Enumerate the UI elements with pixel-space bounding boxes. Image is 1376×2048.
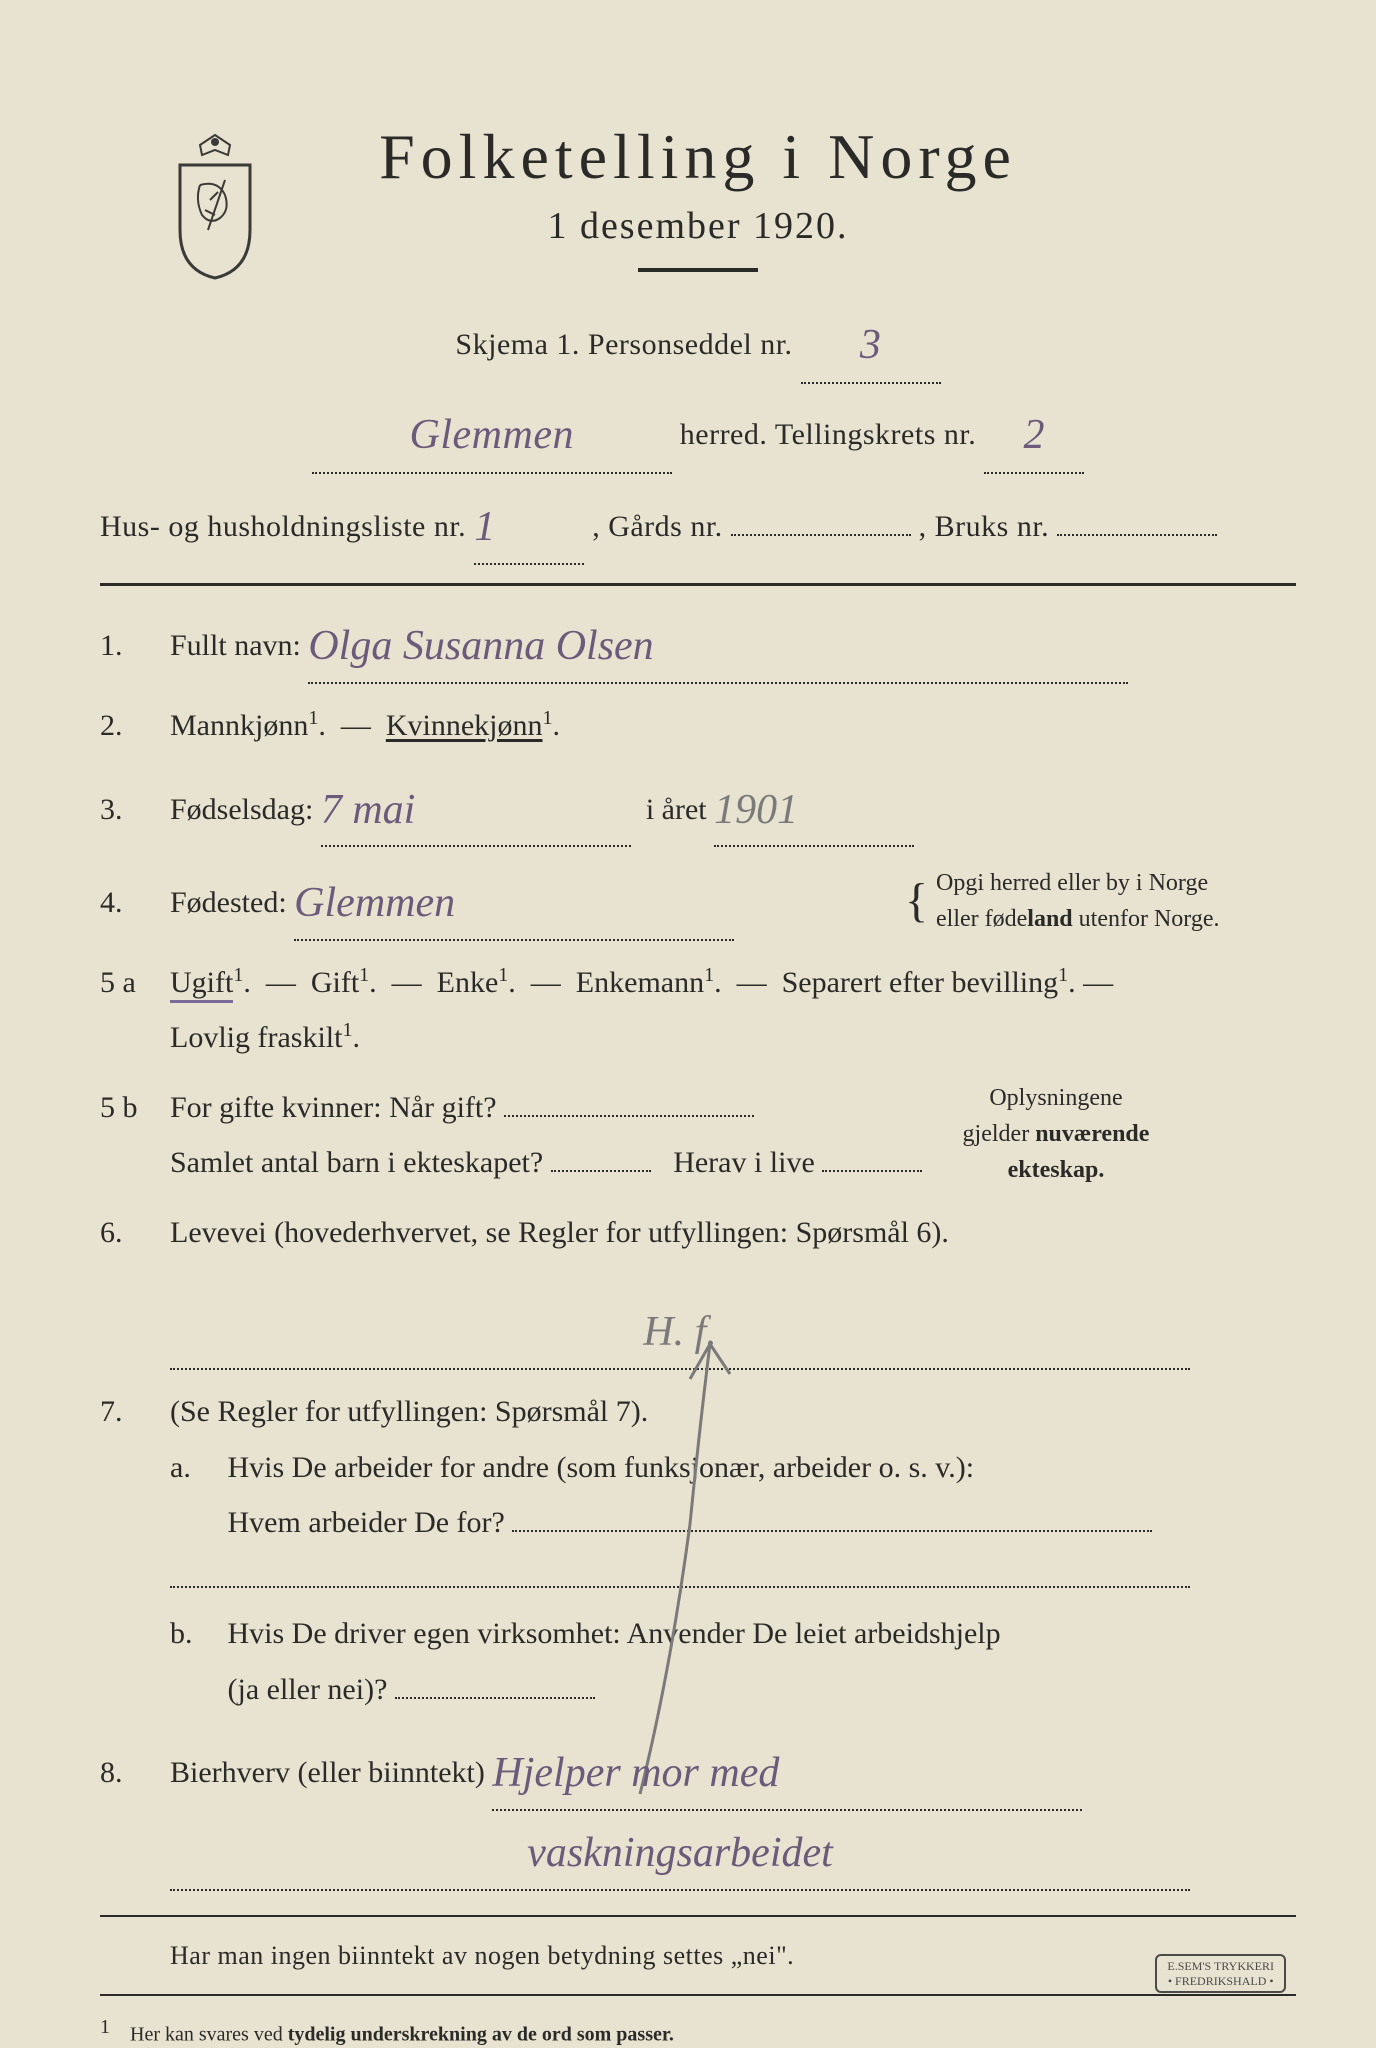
q3-num: 3. (100, 793, 170, 827)
q1-value: Olga Susanna Olsen (308, 623, 653, 669)
gards-label: , Gårds nr. (592, 510, 722, 543)
form-date: 1 desember 1920. (100, 204, 1296, 248)
q3-row: 3. Fødselsdag: 7 mai i året 1901 (100, 768, 1296, 848)
q3-year: 1901 (714, 787, 798, 833)
form-title: Folketelling i Norge (100, 120, 1296, 194)
q5b-num: 5 b (100, 1091, 170, 1125)
q3-label: Fødselsdag: (170, 793, 313, 826)
q6-row: 6. Levevei (hovederhvervet, se Regler fo… (100, 1205, 1296, 1370)
coat-of-arms-icon (160, 130, 270, 280)
schema-label: Skjema 1. Personseddel nr. (455, 328, 792, 361)
q4-row: 4. Fødested: Glemmen { Opgi herred eller… (100, 861, 1296, 941)
q7b-line1: Hvis De driver egen virksomhet: Anvender… (228, 1617, 1001, 1650)
q5a-row: 5 a Ugift1. — Gift1. — Enke1. — Enkemann… (100, 955, 1296, 1066)
brace-icon: { (905, 887, 928, 916)
q5a-enke: Enke (437, 966, 499, 999)
q5b-line2b: Herav i live (673, 1146, 815, 1179)
form-header: Folketelling i Norge 1 desember 1920. (100, 120, 1296, 272)
footer-divider-1 (100, 1915, 1296, 1917)
q8-value2: vaskningsarbeidet (527, 1830, 833, 1876)
census-form-page: Folketelling i Norge 1 desember 1920. Sk… (0, 0, 1376, 2048)
q7a-line1: Hvis De arbeider for andre (som funksjon… (228, 1451, 975, 1484)
herred-value: Glemmen (410, 412, 574, 458)
q5a-enkemann: Enkemann (576, 966, 704, 999)
hus-row: Hus- og husholdningsliste nr. 1 , Gårds … (100, 484, 1296, 566)
q7a-line2: Hvem arbeider De for? (228, 1506, 505, 1539)
q5a-num: 5 a (100, 966, 170, 1000)
q1-row: 1. Fullt navn: Olga Susanna Olsen (100, 604, 1296, 684)
q5a-ugift: Ugift (170, 966, 233, 1003)
q1-label: Fullt navn: (170, 629, 301, 662)
q5a-separert: Separert efter bevilling (782, 966, 1059, 999)
q6-label: Levevei (hovederhvervet, se Regler for u… (170, 1216, 949, 1249)
q4-label: Fødested: (170, 886, 287, 919)
q4-value: Glemmen (294, 880, 455, 926)
herred-row: Glemmen herred. Tellingskrets nr. 2 (100, 392, 1296, 474)
q7-label: (Se Regler for utfyllingen: Spørsmål 7). (170, 1395, 648, 1428)
q4-num: 4. (100, 886, 170, 920)
q7-row: 7. (Se Regler for utfyllingen: Spørsmål … (100, 1384, 1296, 1717)
q2-num: 2. (100, 709, 170, 743)
header-divider (638, 268, 758, 272)
section-divider (100, 583, 1296, 586)
printer-stamp: E.SEM'S TRYKKERI • FREDRIKSHALD • (1155, 1954, 1286, 1993)
q6-num: 6. (100, 1216, 170, 1250)
q5b-line2a: Samlet antal barn i ekteskapet? (170, 1146, 543, 1179)
schema-row: Skjema 1. Personseddel nr. 3 (100, 302, 1296, 384)
q4-note1: Opgi herred eller by i Norge (936, 870, 1208, 896)
footer-note-1: Har man ingen biinntekt av nogen betydni… (100, 1931, 1296, 1980)
q5b-line1: For gifte kvinner: Når gift? (170, 1091, 497, 1124)
q7b-line2: (ja eller nei)? (228, 1673, 388, 1706)
q4-note2: eller fødeland utenfor Norge. (936, 906, 1220, 932)
q5a-fraskilt: Lovlig fraskilt (170, 1021, 342, 1054)
q8-row: 8. Bierhverv (eller biinntekt) Hjelper m… (100, 1731, 1296, 1890)
footer-divider-2 (100, 1994, 1296, 1996)
q2-row: 2. Mannkjønn1. — Kvinnekjønn1. (100, 698, 1296, 754)
q2-opt-a: Mannkjønn (170, 709, 308, 742)
q8-value1: Hjelper mor med (492, 1750, 779, 1796)
q3-day: 7 mai (321, 787, 416, 833)
q8-label: Bierhverv (eller biinntekt) (170, 1756, 485, 1789)
q5b-sidenote: Oplysningene gjelder nuværende ekteskap. (916, 1080, 1196, 1188)
q5b-row: 5 b For gifte kvinner: Når gift? Samlet … (100, 1080, 1296, 1191)
q3-mid: i året (646, 793, 707, 826)
q5a-gift: Gift (311, 966, 359, 999)
q6-value: H. f. (643, 1309, 717, 1355)
q2-opt-b: Kvinnekjønn (386, 709, 543, 742)
footer-note-2: 1 Her kan svares ved tydelig underskrekn… (100, 2016, 1296, 2047)
hus-value: 1 (474, 504, 496, 550)
tellingskrets-value: 2 (1023, 412, 1045, 458)
herred-label: herred. Tellingskrets nr. (680, 418, 976, 451)
bruks-label: , Bruks nr. (919, 510, 1050, 543)
q1-num: 1. (100, 629, 170, 663)
personseddel-value: 3 (860, 322, 882, 368)
q8-num: 8. (100, 1756, 170, 1790)
hus-label: Hus- og husholdningsliste nr. (100, 510, 466, 543)
q7-num: 7. (100, 1395, 170, 1429)
